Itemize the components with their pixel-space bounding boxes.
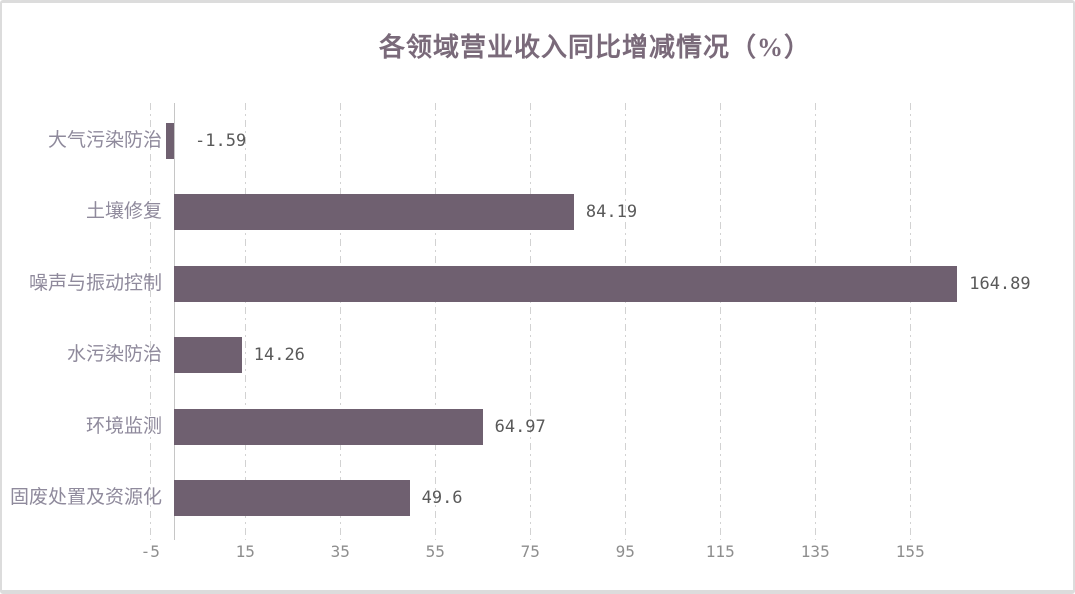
- x-tick-label: -5: [140, 542, 160, 561]
- zero-axis-line: [174, 103, 175, 540]
- gridline: [815, 103, 817, 540]
- x-tick-label: 135: [800, 542, 830, 561]
- gridline: [150, 103, 152, 540]
- value-label: 14.26: [253, 345, 305, 366]
- x-tick-label: 55: [425, 542, 445, 561]
- bar: [174, 265, 958, 302]
- value-label: 49.6: [421, 488, 463, 509]
- value-label: -1.59: [195, 130, 247, 151]
- x-tick-label: 15: [235, 542, 255, 561]
- bar: [174, 194, 574, 231]
- value-label: 64.97: [494, 416, 546, 437]
- gridline: [245, 103, 247, 540]
- category-label: 大气污染防治: [47, 129, 162, 151]
- x-tick-label: 75: [520, 542, 540, 561]
- gridline: [435, 103, 437, 540]
- value-label: 164.89: [969, 273, 1031, 294]
- bar: [166, 122, 174, 159]
- gridline: [720, 103, 722, 540]
- bar: [174, 408, 483, 445]
- bar: [174, 337, 242, 374]
- bar: [174, 480, 410, 517]
- category-label: 固废处置及资源化: [9, 487, 162, 509]
- gridline: [340, 103, 342, 540]
- gridline: [530, 103, 532, 540]
- category-label: 噪声与振动控制: [28, 272, 162, 294]
- x-tick-label: 35: [330, 542, 350, 561]
- value-label: 84.19: [585, 202, 638, 223]
- gridline: [625, 103, 627, 540]
- category-label: 环境监测: [85, 415, 162, 437]
- chart-title: 各领域营业收入同比增减情况（%）: [378, 33, 811, 62]
- x-tick-label: 155: [895, 542, 925, 561]
- category-label: 土壤修复: [85, 201, 162, 223]
- category-label: 水污染防治: [66, 344, 162, 366]
- x-tick-label: 115: [705, 542, 735, 561]
- gridline: [910, 103, 912, 540]
- x-tick-label: 95: [615, 542, 635, 561]
